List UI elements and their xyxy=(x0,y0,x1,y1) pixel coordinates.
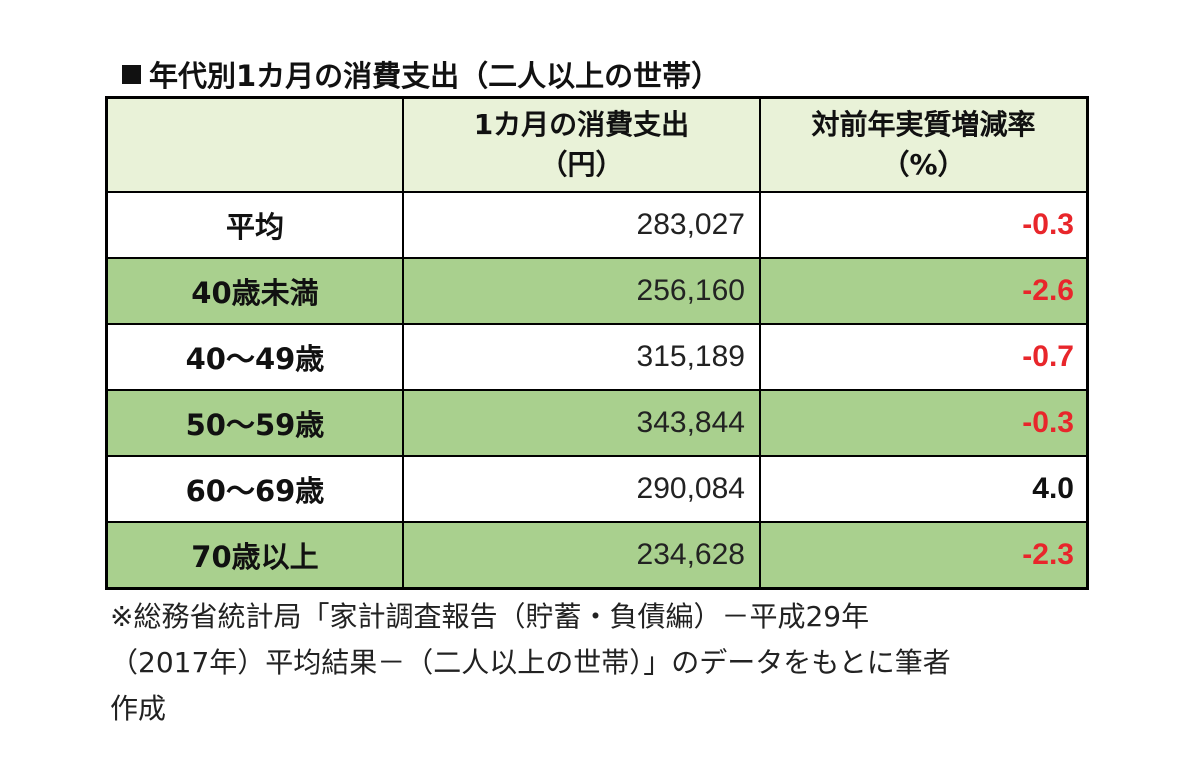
source-note-line2: （2017年）平均結果－（二人以上の世帯）」のデータをもとに筆者 xyxy=(110,646,951,679)
row-label: 50～59歳 xyxy=(105,389,404,457)
source-note: ※総務省統計局「家計調査報告（貯蓄・負債編）－平成29年 （2017年）平均結果… xyxy=(110,594,1070,732)
table-row: 60～69歳 290,084 4.0 xyxy=(105,455,1089,523)
table-row: 平均 283,027 -0.3 xyxy=(105,191,1089,259)
header-row: 1カ月の消費支出 （円） 対前年実質増減率 （%） xyxy=(105,96,1089,193)
rate-value: 4.0 xyxy=(758,455,1089,523)
table-row: 50～59歳 343,844 -0.3 xyxy=(105,389,1089,457)
header-rate-line2: （%） xyxy=(881,148,966,181)
spending-value: 315,189 xyxy=(401,323,761,391)
header-spending-line1: 1カ月の消費支出 xyxy=(473,108,690,141)
header-blank-cell xyxy=(105,96,404,193)
rate-value: -0.3 xyxy=(758,191,1089,259)
spending-value: 343,844 xyxy=(401,389,761,457)
square-bullet-icon xyxy=(122,65,141,84)
header-spending-line2: （円） xyxy=(539,148,624,181)
spending-table: 1カ月の消費支出 （円） 対前年実質増減率 （%） 平均 283,027 -0.… xyxy=(105,96,1089,590)
rate-value: -2.6 xyxy=(758,257,1089,325)
spending-value: 234,628 xyxy=(401,521,761,589)
rate-value: -2.3 xyxy=(758,521,1089,589)
row-label: 60～69歳 xyxy=(105,455,404,523)
rate-value: -0.7 xyxy=(758,323,1089,391)
spending-value: 290,084 xyxy=(401,455,761,523)
source-note-line1: ※総務省統計局「家計調査報告（貯蓄・負債編）－平成29年 xyxy=(110,600,870,633)
source-note-line3: 作成 xyxy=(110,692,167,725)
header-rate: 対前年実質増減率 （%） xyxy=(758,96,1089,193)
header-rate-line1: 対前年実質増減率 xyxy=(811,108,1036,141)
row-label: 40歳未満 xyxy=(105,257,404,325)
table-row: 40歳未満 256,160 -2.6 xyxy=(105,257,1089,325)
rate-value: -0.3 xyxy=(758,389,1089,457)
spending-value: 283,027 xyxy=(401,191,761,259)
spending-value: 256,160 xyxy=(401,257,761,325)
table-row: 70歳以上 234,628 -2.3 xyxy=(105,521,1089,589)
row-label: 40～49歳 xyxy=(105,323,404,391)
table-title-text: 年代別1カ月の消費支出（二人以上の世帯） xyxy=(149,59,721,93)
row-label: 70歳以上 xyxy=(105,521,404,589)
header-spending: 1カ月の消費支出 （円） xyxy=(401,96,761,193)
row-label: 平均 xyxy=(105,191,404,259)
table-title: 年代別1カ月の消費支出（二人以上の世帯） xyxy=(122,58,720,94)
table-row: 40～49歳 315,189 -0.7 xyxy=(105,323,1089,391)
